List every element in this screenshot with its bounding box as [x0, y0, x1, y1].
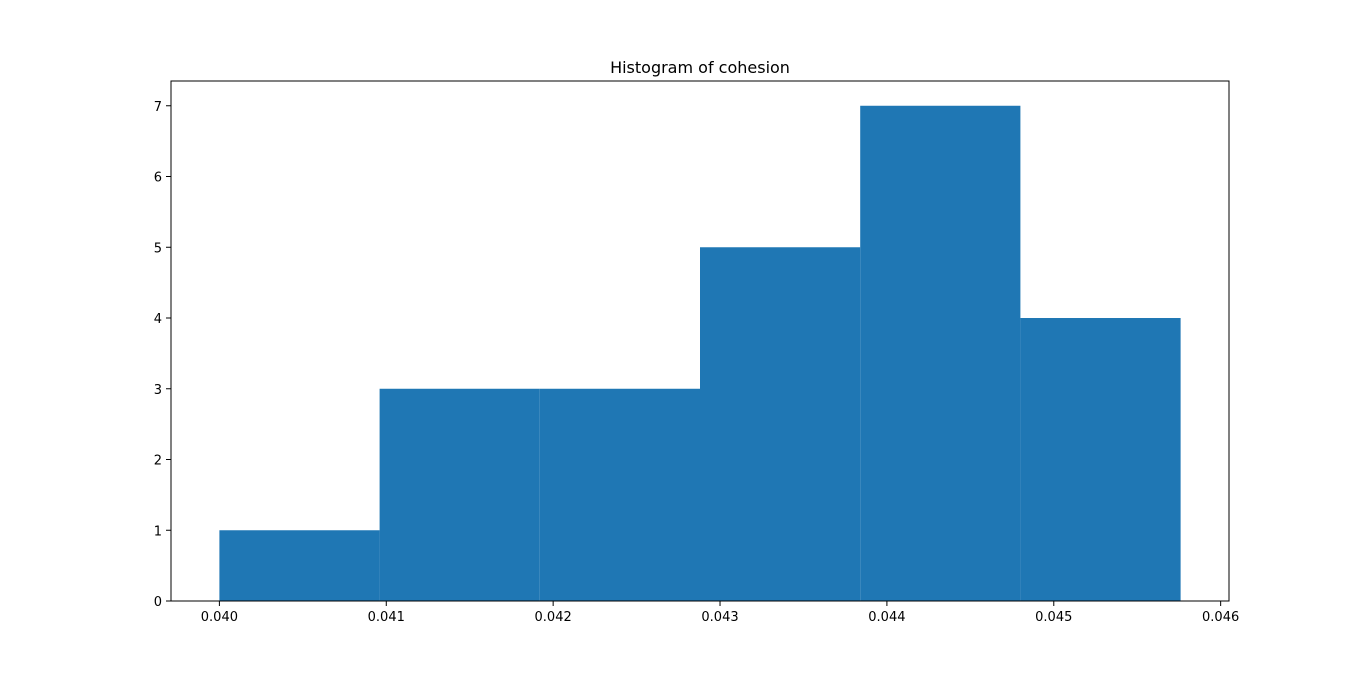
x-tick-label: 0.040: [201, 610, 238, 625]
y-tick-label: 2: [154, 454, 162, 469]
histogram-bar: [860, 105, 1021, 601]
x-tick-label: 0.044: [868, 610, 905, 625]
y-tick-label: 0: [154, 595, 162, 610]
y-axis: 0 1 2 3 4 5 6 7: [154, 100, 171, 610]
y-tick-label: 4: [154, 312, 162, 327]
y-tick-label: 7: [154, 100, 162, 115]
x-tick-label: 0.041: [368, 610, 405, 625]
x-tick-label: 0.042: [535, 610, 572, 625]
x-tick-label: 0.045: [1035, 610, 1072, 625]
y-tick-label: 3: [154, 383, 162, 398]
x-axis: 0.040 0.041 0.042 0.043 0.044 0.045 0.046: [201, 601, 1239, 625]
x-tick-label: 0.043: [701, 610, 738, 625]
histogram-bar: [700, 247, 861, 602]
x-tick-label: 0.046: [1202, 610, 1239, 625]
histogram-bars: [219, 105, 1181, 602]
chart-title: Histogram of cohesion: [610, 58, 790, 77]
histogram-bar: [1020, 318, 1181, 601]
y-tick-label: 5: [154, 241, 162, 256]
y-tick-label: 1: [154, 524, 162, 539]
plot-frame: [170, 80, 1230, 602]
histogram-bar: [379, 388, 540, 601]
y-tick-label: 6: [154, 171, 162, 186]
histogram-bar: [539, 388, 700, 601]
histogram-bar: [219, 530, 380, 601]
